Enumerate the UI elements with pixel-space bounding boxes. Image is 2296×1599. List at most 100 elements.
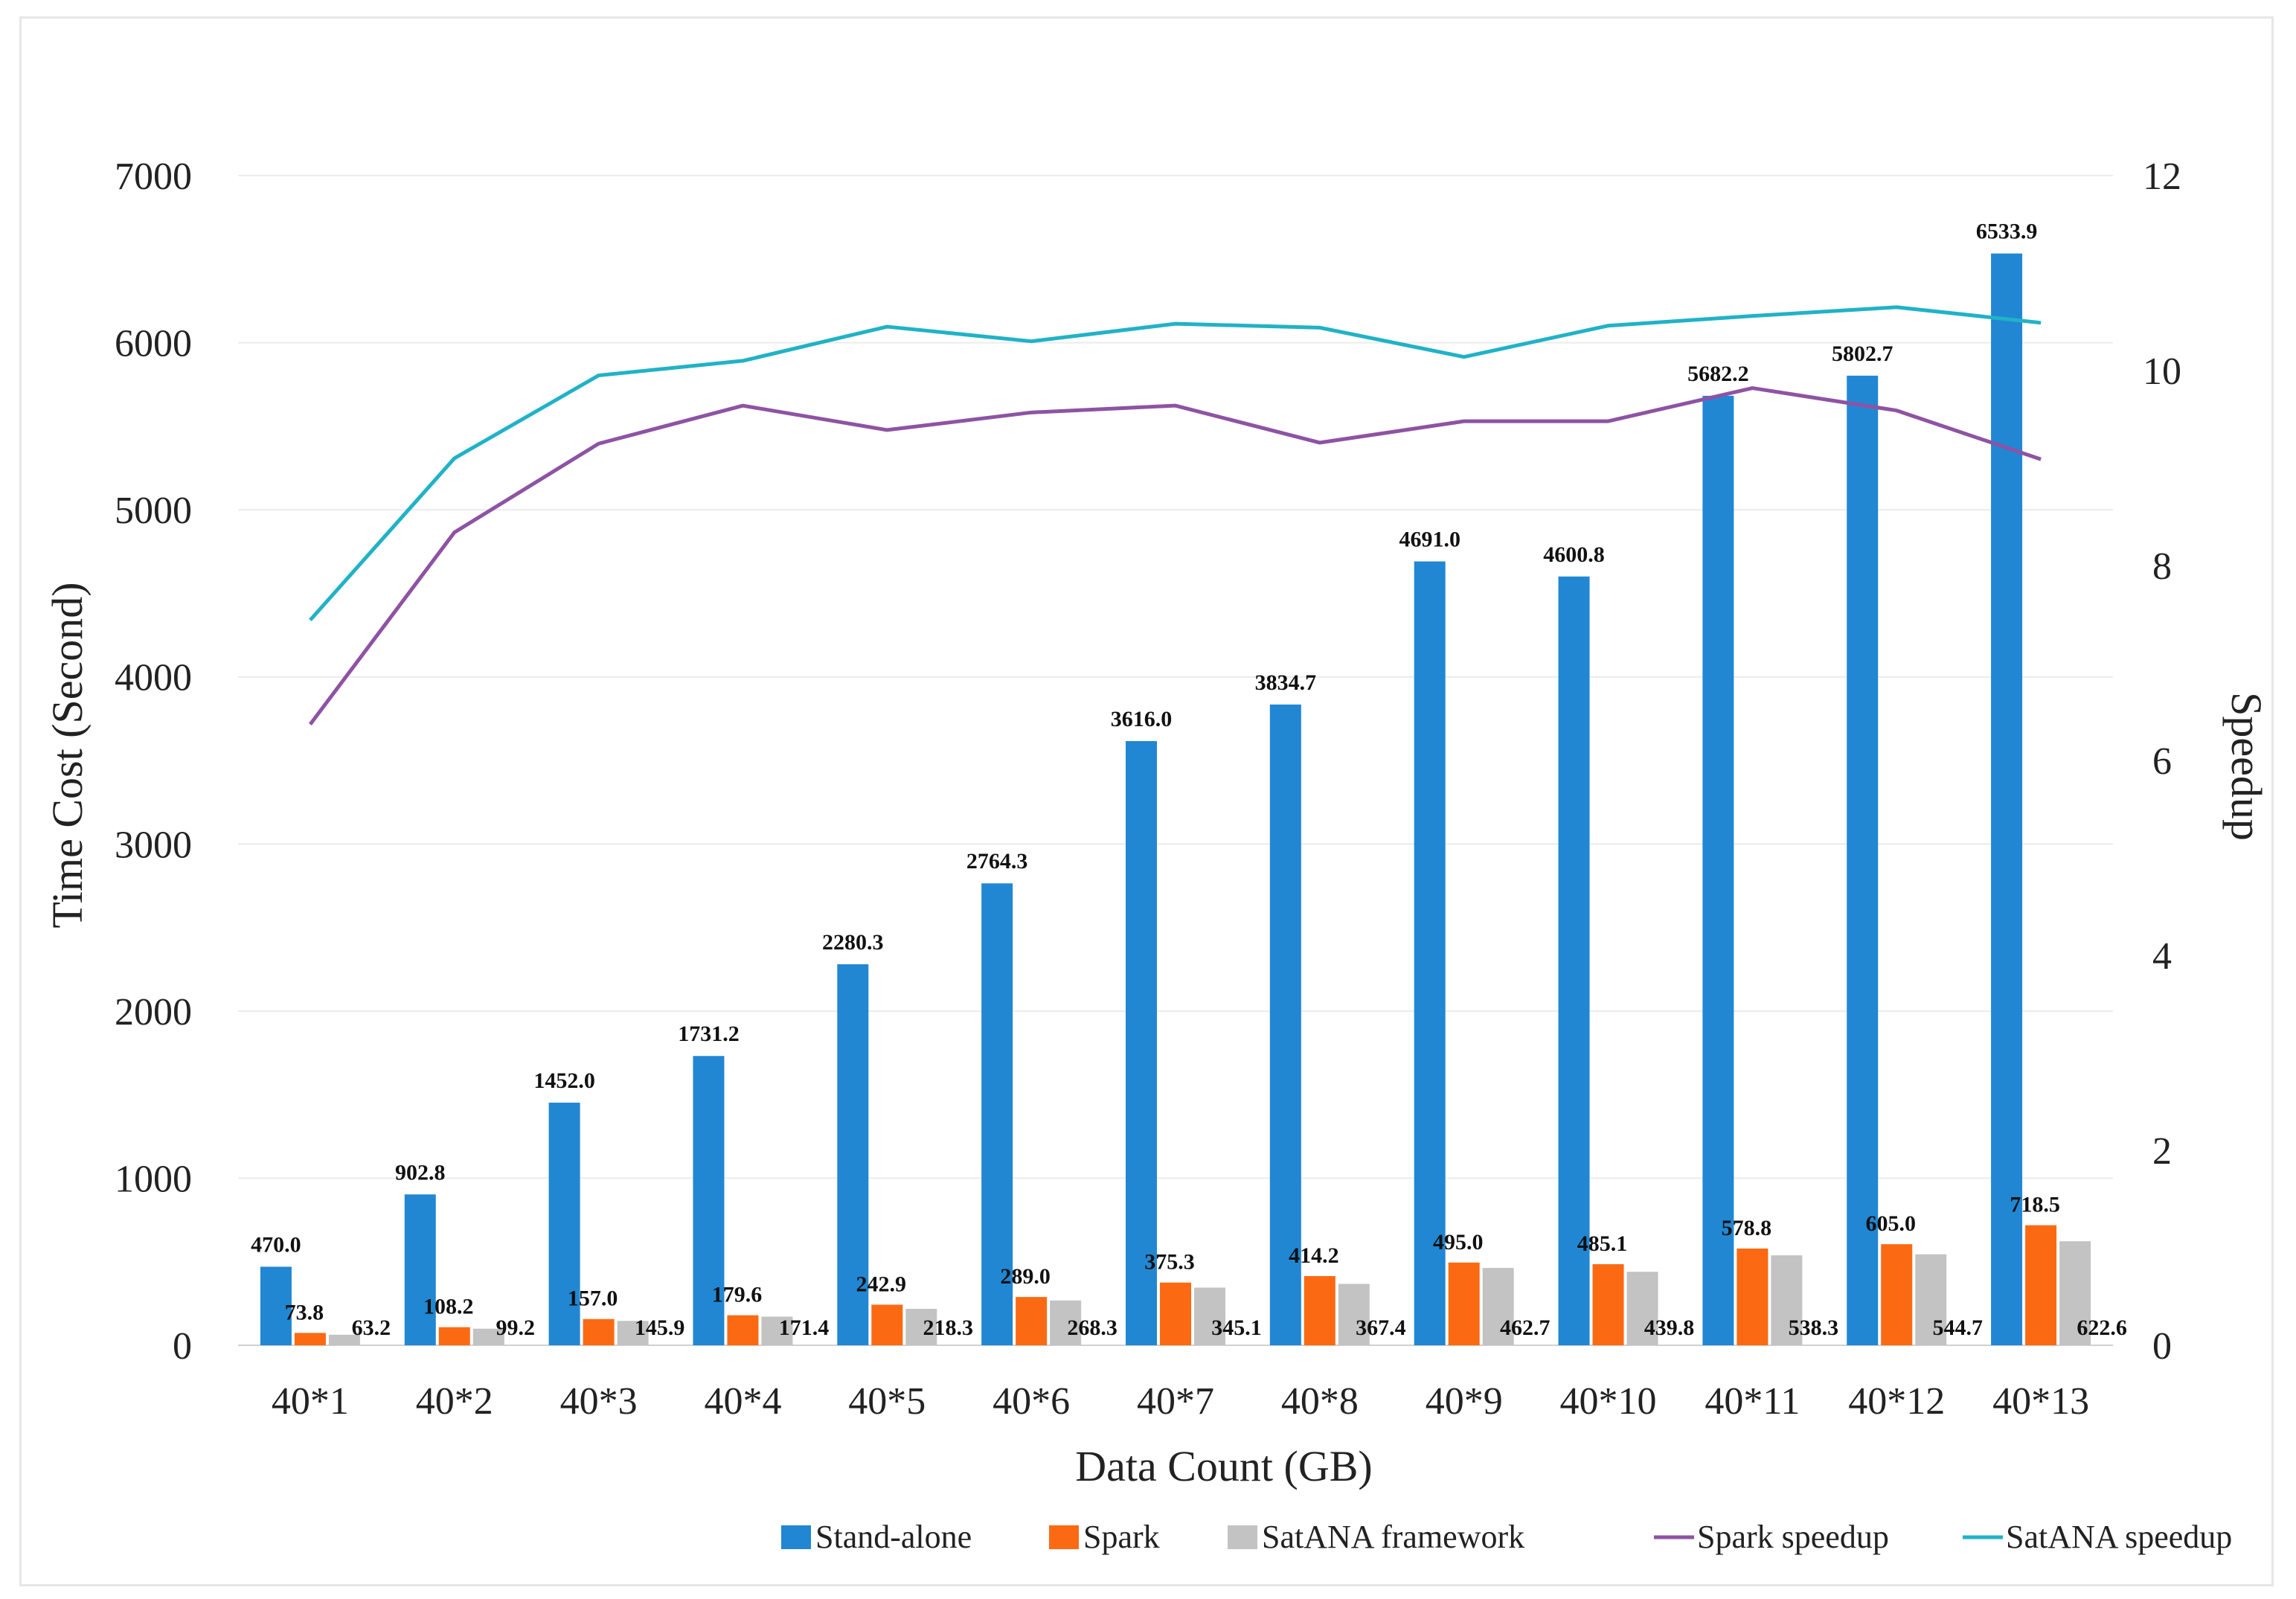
- x-tick-label: 40*3: [560, 1380, 638, 1423]
- data-label: 462.7: [1500, 1316, 1551, 1340]
- data-label: 578.8: [1722, 1216, 1772, 1240]
- bar-satana-framework: [617, 1321, 649, 1345]
- data-label: 73.8: [285, 1300, 324, 1324]
- x-tick-label: 40*8: [1281, 1380, 1359, 1423]
- y-tick-label: 6000: [115, 323, 192, 365]
- x-tick-label: 40*1: [272, 1380, 349, 1423]
- data-label: 5802.7: [1832, 342, 1893, 366]
- y-tick-label: 2000: [115, 991, 192, 1034]
- data-label: 439.8: [1644, 1316, 1695, 1340]
- bar-spark: [2025, 1225, 2057, 1345]
- y-tick-label: 0: [173, 1325, 192, 1368]
- bar-stand-alone: [1558, 576, 1590, 1345]
- legend-label-satana-speedup: SatANA speedup: [2006, 1519, 2232, 1555]
- data-label: 242.9: [856, 1272, 907, 1296]
- data-label: 157.0: [568, 1286, 618, 1311]
- data-label: 622.6: [2077, 1316, 2127, 1340]
- bar-spark: [438, 1327, 470, 1345]
- y2-axis-title: Speedup: [2222, 692, 2271, 841]
- data-label: 470.0: [251, 1232, 301, 1257]
- bar-spark: [1592, 1264, 1624, 1345]
- bar-satana-framework: [1771, 1255, 1803, 1345]
- legend-label-spark: Spark: [1083, 1519, 1160, 1555]
- legend-swatch-spark: [1049, 1525, 1079, 1549]
- bar-stand-alone: [1126, 740, 1157, 1345]
- y2-tick-label: 10: [2143, 350, 2181, 393]
- bar-satana-framework: [1626, 1272, 1658, 1345]
- y2-tick-label: 4: [2152, 935, 2172, 978]
- bar-stand-alone: [1269, 704, 1301, 1345]
- legend-swatch-satana-framework: [1228, 1525, 1257, 1549]
- bar-spark: [1160, 1282, 1191, 1345]
- data-label: 902.8: [395, 1160, 446, 1185]
- data-label: 63.2: [352, 1316, 391, 1340]
- bar-stand-alone: [1847, 375, 1879, 1345]
- y-tick-label: 1000: [115, 1158, 192, 1200]
- axes: 0 1000 2000 3000 4000 5000 6000 7000 0 2 4 6 8 10 12 40…: [115, 156, 2181, 1423]
- y-tick-label: 5000: [115, 490, 192, 532]
- data-label: 268.3: [1067, 1316, 1117, 1340]
- x-tick-label: 40*9: [1426, 1380, 1503, 1423]
- data-labels: 470.0 902.8 1452.0 1731.2 2280.3 2764.3 3616.0…: [251, 219, 2127, 1340]
- bar-stand-alone: [260, 1266, 292, 1345]
- x-tick-label: 40*4: [704, 1380, 781, 1423]
- x-tick-label: 40*6: [993, 1380, 1070, 1423]
- y-axis-title: Time Cost (Second): [43, 582, 92, 928]
- data-label: 6533.9: [1976, 219, 2038, 244]
- data-label: 179.6: [712, 1283, 763, 1307]
- data-label: 544.7: [1932, 1316, 1983, 1340]
- bar-spark: [294, 1333, 326, 1345]
- data-label: 108.2: [423, 1295, 474, 1319]
- data-label: 4691.0: [1399, 528, 1460, 552]
- x-tick-label: 40*13: [1992, 1380, 2089, 1423]
- data-label: 1731.2: [678, 1022, 740, 1046]
- y2-tick-label: 8: [2152, 545, 2172, 588]
- bar-stand-alone: [404, 1194, 436, 1345]
- bar-stand-alone: [981, 883, 1013, 1345]
- data-label: 5682.2: [1687, 362, 1749, 386]
- y2-tick-label: 0: [2152, 1325, 2172, 1368]
- data-label: 718.5: [2010, 1193, 2060, 1217]
- x-tick-label: 40*12: [1848, 1380, 1945, 1423]
- bar-spark: [871, 1304, 903, 1345]
- data-label: 289.0: [1000, 1264, 1051, 1289]
- data-label: 485.1: [1577, 1231, 1628, 1256]
- bar-stand-alone: [1991, 253, 2023, 1345]
- bar-stand-alone: [693, 1056, 725, 1345]
- bar-series: [260, 253, 2091, 1346]
- x-tick-label: 40*7: [1137, 1380, 1214, 1423]
- bar-satana-framework: [1338, 1284, 1370, 1345]
- line-satana-speedup: [309, 305, 2042, 622]
- bar-satana-framework: [2059, 1241, 2091, 1345]
- line-series: [308, 305, 2042, 726]
- bar-satana-framework: [328, 1334, 360, 1345]
- data-label: 3616.0: [1111, 707, 1173, 731]
- data-label: 345.1: [1211, 1316, 1262, 1340]
- bar-stand-alone: [1702, 395, 1734, 1346]
- data-label: 145.9: [635, 1316, 685, 1340]
- bar-spark: [1303, 1275, 1335, 1345]
- x-axis-title: Data Count (GB): [1075, 1442, 1373, 1490]
- data-label: 605.0: [1865, 1211, 1916, 1236]
- y2-tick-label: 12: [2143, 156, 2181, 198]
- data-label: 171.4: [779, 1316, 830, 1340]
- bar-stand-alone: [1414, 561, 1446, 1345]
- bar-satana-framework: [472, 1328, 504, 1345]
- x-tick-label: 40*5: [848, 1380, 926, 1423]
- bar-spark: [727, 1315, 759, 1345]
- bar-satana-framework: [1482, 1268, 1514, 1345]
- bar-satana-framework: [1050, 1300, 1082, 1345]
- x-tick-label: 40*10: [1560, 1380, 1657, 1423]
- data-label: 538.3: [1789, 1316, 1839, 1340]
- legend-label-spark-speedup: Spark speedup: [1697, 1519, 1889, 1555]
- bar-spark: [1448, 1262, 1480, 1345]
- bar-spark: [1737, 1249, 1769, 1345]
- y-tick-label: 4000: [115, 657, 192, 699]
- y-tick-label: 7000: [115, 156, 192, 198]
- legend-swatch-stand-alone: [781, 1525, 811, 1549]
- data-label: 495.0: [1433, 1230, 1484, 1254]
- legend-label-stand-alone: Stand-alone: [815, 1519, 972, 1555]
- bar-spark: [583, 1318, 615, 1345]
- y-tick-label: 3000: [115, 824, 192, 866]
